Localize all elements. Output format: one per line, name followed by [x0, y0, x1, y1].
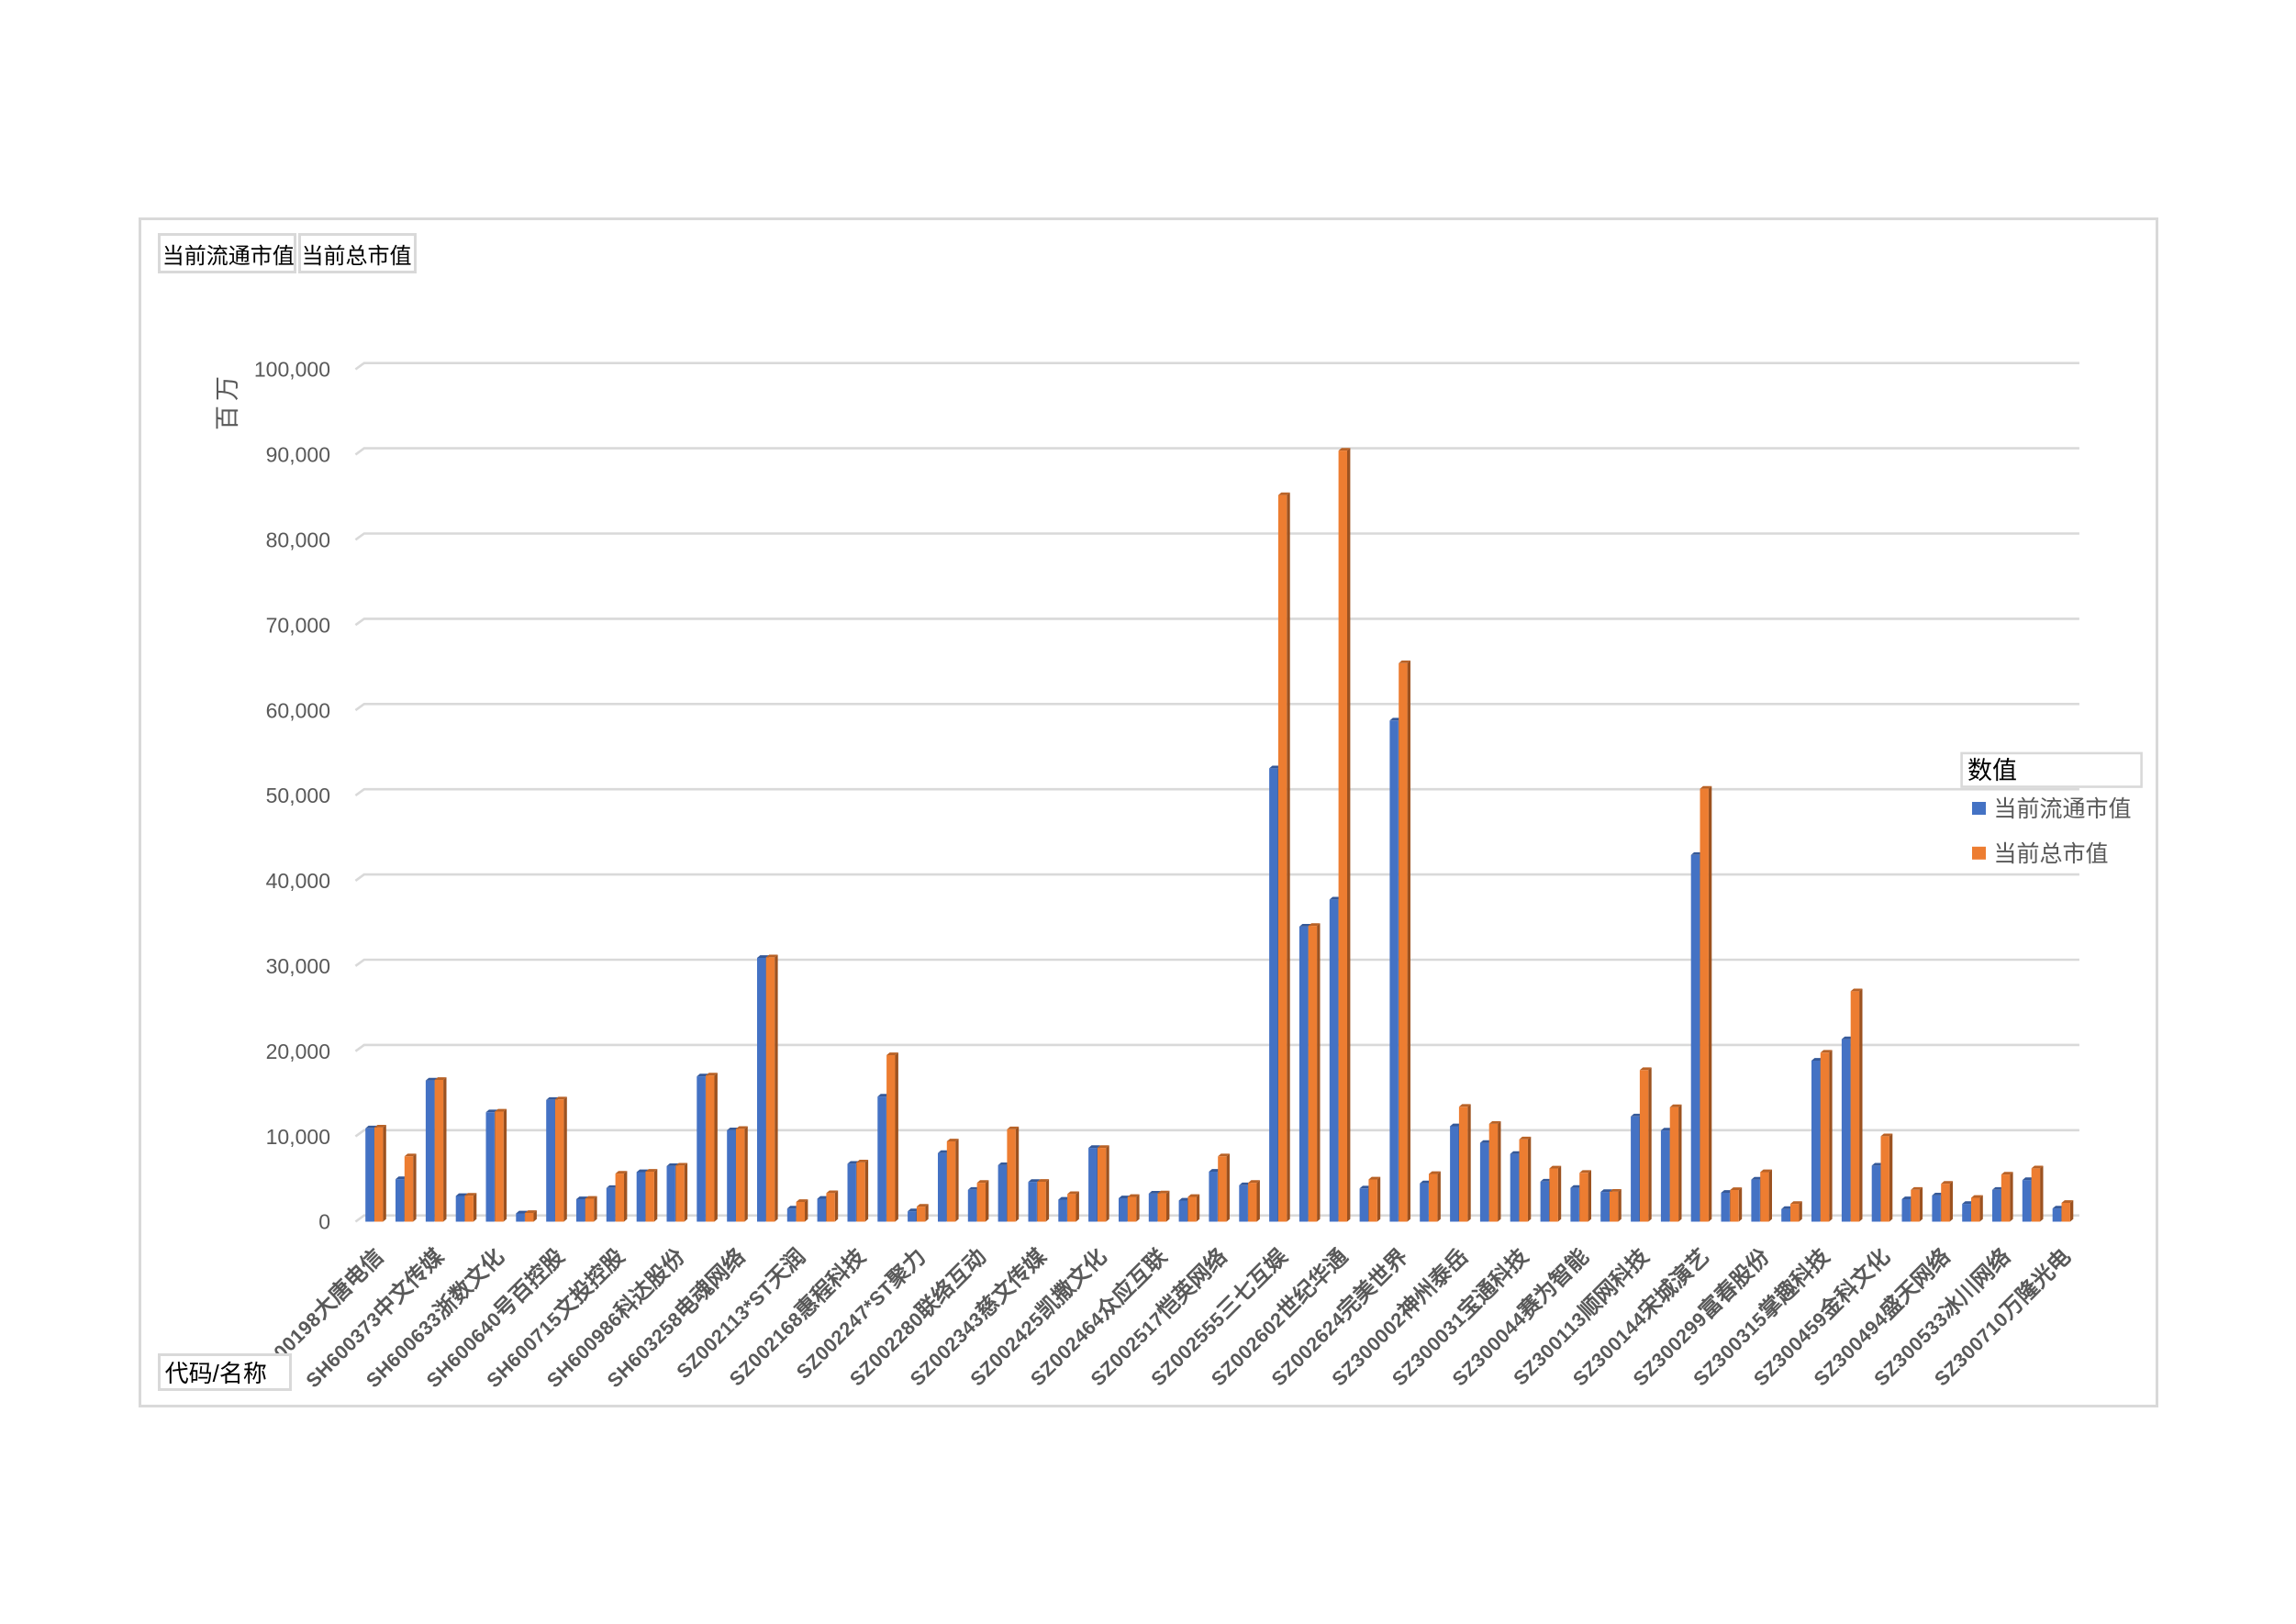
svg-text:60,000: 60,000 — [266, 698, 330, 722]
svg-text:20,000: 20,000 — [266, 1040, 330, 1063]
svg-text:70,000: 70,000 — [266, 613, 330, 637]
svg-text:80,000: 80,000 — [266, 528, 330, 552]
svg-text:30,000: 30,000 — [266, 954, 330, 978]
svg-text:当前总市值: 当前总市值 — [1994, 841, 2109, 867]
svg-text:90,000: 90,000 — [266, 443, 330, 467]
svg-text:40,000: 40,000 — [266, 869, 330, 893]
svg-text:百万: 百万 — [214, 372, 241, 430]
svg-text:100,000: 100,000 — [254, 358, 330, 382]
svg-text:当前流通市值: 当前流通市值 — [1994, 796, 2132, 822]
svg-text:50,000: 50,000 — [266, 784, 330, 807]
svg-text:0: 0 — [318, 1210, 330, 1234]
svg-text:数值: 数值 — [1967, 757, 2017, 784]
svg-text:10,000: 10,000 — [266, 1125, 330, 1149]
